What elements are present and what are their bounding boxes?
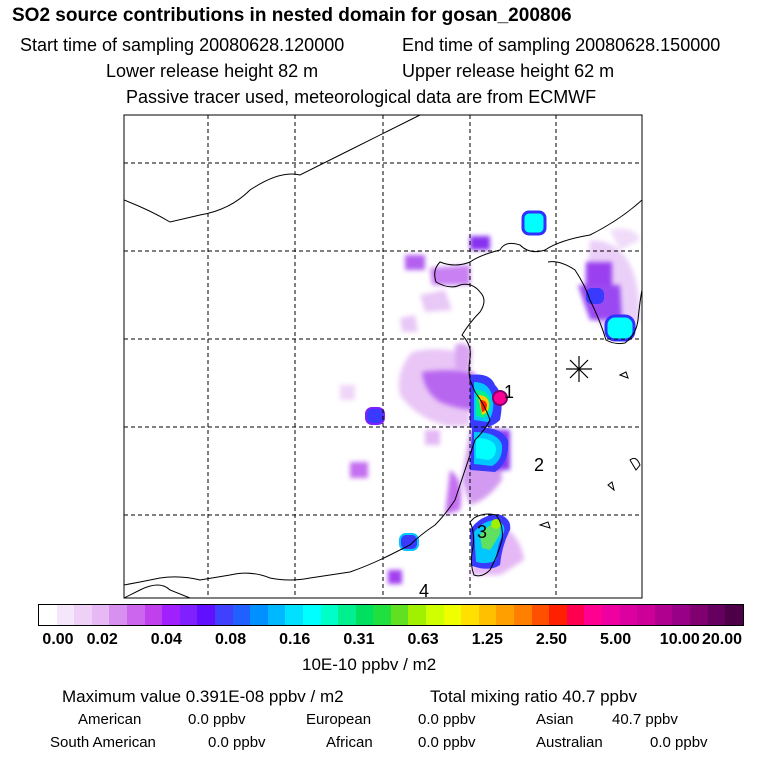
tracer-note: Passive tracer used, meteorological data… [126, 87, 597, 107]
colorbar-cell [725, 605, 743, 625]
colorbar-cell [637, 605, 655, 625]
colorbar-cell [250, 605, 268, 625]
colorbar-cell [39, 605, 57, 625]
region-australian-label: Australian [536, 734, 603, 751]
hotspot-west [365, 407, 385, 425]
coastline-southwest [124, 584, 191, 598]
colorbar-cell [74, 605, 92, 625]
coastline-korea [547, 261, 642, 345]
release-upper: Upper release height 62 m [402, 61, 615, 81]
colorbar-cell [232, 605, 251, 625]
colorbar-tick-label: 0.04 [150, 631, 182, 648]
colorbar-cell [144, 605, 163, 625]
region-labels: 1 2 3 4 [419, 382, 544, 600]
colorbar-cell [496, 605, 515, 625]
colorbar-tick-label: 0.31 [343, 631, 375, 648]
region-label-1: 1 [504, 382, 514, 402]
max-value: Maximum value 0.391E-08 ppbv / m2 [62, 687, 344, 706]
region-label-4: 4 [419, 581, 429, 600]
colorbar-tick-label: 2.50 [535, 631, 568, 648]
region-european-label: European [306, 711, 372, 728]
colorbar-cell [566, 605, 585, 625]
colorbar-cell [549, 605, 567, 625]
taiwan-plume [470, 514, 511, 569]
colorbar-cell [689, 605, 708, 625]
colorbar-tick-label: 1.25 [471, 631, 503, 648]
release-lower: Lower release height 82 m [106, 61, 319, 81]
colorbar-cell [56, 605, 75, 625]
coastlines [124, 115, 642, 598]
colorbar-cell [408, 605, 427, 625]
colorbar-cell [320, 605, 339, 625]
colorbar-cell [390, 605, 409, 625]
colorbar-cell [514, 605, 532, 625]
region-south-american-value: 0.0 ppbv [208, 734, 266, 751]
region-australian-value: 0.0 ppbv [650, 734, 708, 751]
colorbar-cell [214, 605, 233, 625]
colorbar-cell [478, 605, 497, 625]
sampling-end: End time of sampling 20080628.150000 [402, 35, 721, 55]
colorbar-cell [91, 605, 110, 625]
region-american-label: American [78, 711, 142, 728]
region-asian-label: Asian [536, 711, 574, 728]
total-mixing-ratio: Total mixing ratio 40.7 ppbv [430, 687, 637, 706]
colorbar-cell [443, 605, 462, 625]
colorbar-cell [126, 605, 145, 625]
colorbar-cell [267, 605, 286, 625]
region-african-value: 0.0 ppbv [418, 734, 476, 751]
colorbar-tick-label: 10.00 [659, 631, 700, 648]
colorbar-tick-label: 0.16 [279, 631, 311, 648]
colorbar-cell [197, 605, 215, 625]
colorbar-cell [302, 605, 321, 625]
colorbar [38, 604, 744, 626]
coastline-north [124, 115, 421, 223]
map-frame [123, 114, 643, 599]
region-african-label: African [326, 734, 373, 751]
colorbar-cell [373, 605, 391, 625]
sampling-start: Start time of sampling 20080628.120000 [20, 35, 345, 55]
colorbar-cell [584, 605, 602, 625]
island-4 [538, 521, 551, 529]
colorbar-cell [531, 605, 550, 625]
island-1 [629, 457, 641, 471]
colorbar-cell [355, 605, 374, 625]
island-3 [618, 371, 629, 379]
colorbar-cell [461, 605, 479, 625]
colorbar-cell [707, 605, 726, 625]
chart-title: SO2 source contributions in nested domai… [12, 5, 572, 26]
region-european-value: 0.0 ppbv [418, 711, 476, 728]
map-panel: 1 2 3 4 [123, 114, 643, 600]
hotspot-north [521, 210, 547, 236]
colorbar-unit: 10E-10 ppbv / m2 [302, 655, 437, 674]
colorbar-tick-label: 0.00 [42, 631, 74, 648]
colorbar-cell [109, 605, 127, 625]
colorbar-cell [654, 605, 673, 625]
colorbar-cell [179, 605, 198, 625]
colorbar-cell [672, 605, 690, 625]
colorbar-cell [426, 605, 444, 625]
grid-lines [124, 115, 642, 598]
colorbar-cell [162, 605, 180, 625]
concentration-field [340, 210, 640, 584]
region-label-2: 2 [534, 455, 544, 475]
region-south-american-label: South American [50, 734, 156, 751]
colorbar-tick-label: 20.00 [701, 631, 743, 648]
shanghai-plume [470, 374, 509, 472]
colorbar-cell [338, 605, 356, 625]
colorbar-tick-label: 5.00 [600, 631, 632, 648]
colorbar-cell [602, 605, 620, 625]
colorbar-cell [285, 605, 303, 625]
colorbar-tick-label: 0.63 [407, 631, 439, 648]
colorbar-tick-label: 0.02 [86, 631, 118, 648]
region-label-3: 3 [477, 522, 487, 542]
island-2 [607, 481, 615, 492]
hotspot-korea [604, 314, 636, 342]
colorbar-tick-label: 0.08 [214, 631, 247, 648]
colorbar-cell [619, 605, 638, 625]
region-asian-value: 40.7 ppbv [612, 711, 678, 728]
coastline-china [124, 199, 642, 586]
region-american-value: 0.0 ppbv [188, 711, 246, 728]
hotspot-south [399, 533, 419, 551]
gosan-receptor-star-icon [566, 356, 592, 382]
